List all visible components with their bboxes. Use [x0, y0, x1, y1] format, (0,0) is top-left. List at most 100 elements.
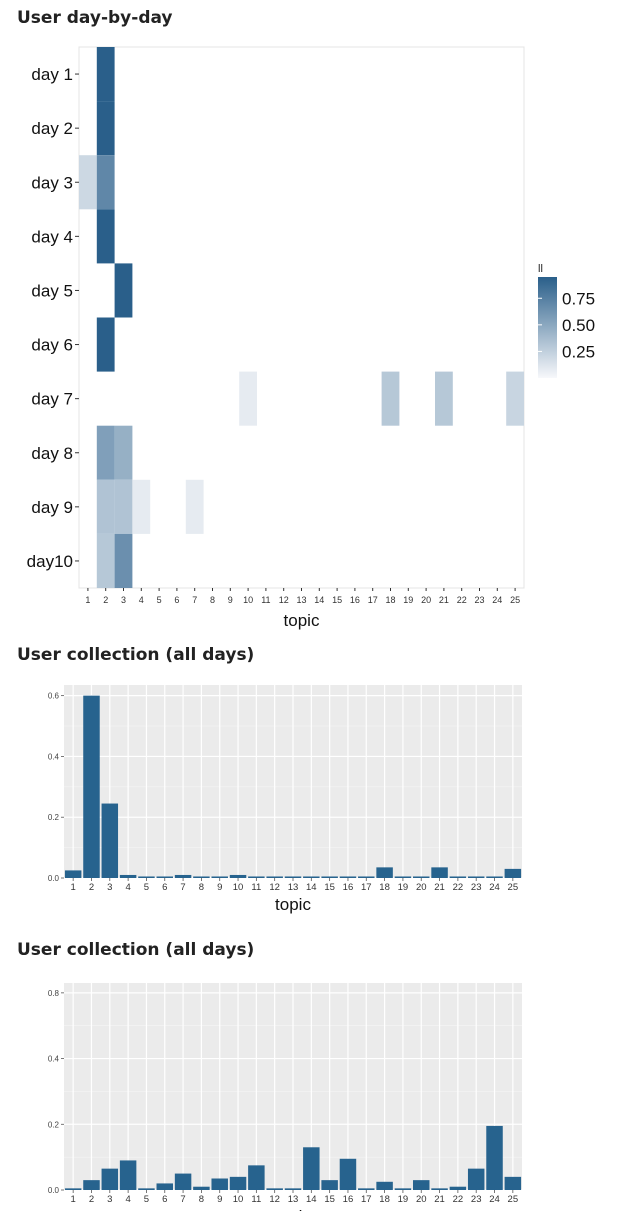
bar: [449, 876, 467, 878]
bar-x-label: 23: [471, 1194, 482, 1205]
bar-x-label: 21: [434, 1194, 445, 1205]
heatmap-cell: [79, 155, 97, 210]
bar-x-label: 17: [361, 1194, 372, 1205]
heatmap-x-label: 5: [157, 595, 162, 605]
bar-x-label: 20: [416, 1194, 427, 1205]
heatmap-x-label: 23: [474, 595, 484, 605]
bar-x-label: 1: [71, 1194, 76, 1205]
heatmap-y-label: day 1: [31, 65, 73, 84]
bar-x-label: 18: [379, 1194, 390, 1205]
bar-x-label: 4: [125, 1194, 130, 1205]
bar: [266, 876, 283, 878]
heatmap-x-axis-title: topic: [284, 611, 320, 630]
bar: [486, 876, 503, 878]
bar-x-label: 13: [288, 1194, 299, 1205]
heatmap-x-label: 9: [228, 595, 233, 605]
bar: [284, 1188, 302, 1190]
bar-x-label: 5: [144, 1194, 149, 1205]
bar-x-label: 21: [434, 882, 445, 893]
bar: [431, 867, 448, 878]
bar-y-label: 0.2: [48, 813, 60, 822]
heatmap-x-label: 12: [279, 595, 289, 605]
heatmap-x-label: 19: [403, 595, 413, 605]
bar-x-label: 2: [89, 882, 94, 893]
heatmap-x-label: 24: [492, 595, 502, 605]
bar-x-label: 14: [306, 882, 317, 893]
bar-x-label: 25: [508, 882, 519, 893]
heatmap-cell: [185, 479, 204, 534]
heatmap-cell: [132, 479, 151, 534]
bar-x-axis-title: topic: [275, 895, 311, 914]
heatmap-y-label: day10: [27, 552, 73, 571]
bar-x-label: 19: [398, 1194, 409, 1205]
bar-x-label: 16: [343, 882, 354, 893]
legend-title: ll: [538, 263, 543, 275]
heatmap-chart: day 1 day 2 day 3 day 4 day 5 day 6 day 7 day 8…: [27, 46, 595, 630]
bar: [376, 867, 393, 878]
bar: [64, 870, 82, 878]
heatmap-y-label: day 9: [31, 498, 73, 517]
heatmap-y-label: day 3: [31, 173, 73, 192]
bar: [64, 1188, 82, 1190]
heatmap-cell: [96, 533, 115, 588]
bar: [156, 1183, 174, 1190]
heatmap-x-label: 7: [192, 595, 197, 605]
bar: [229, 874, 247, 878]
heatmap-x-label: 20: [421, 595, 431, 605]
bar-x-label: 16: [343, 1194, 354, 1205]
bar: [266, 1188, 283, 1190]
bar: [229, 1176, 247, 1190]
heatmap-cell: [96, 209, 115, 264]
heatmap-cell: [114, 479, 133, 534]
heatmap-x-label: 25: [510, 595, 520, 605]
heatmap-x-label: 4: [139, 595, 144, 605]
bar: [303, 876, 320, 878]
bar-x-label: 1: [71, 882, 76, 893]
heatmap-x-label: 6: [174, 595, 179, 605]
bar-x-label: 15: [324, 882, 335, 893]
bar-x-label: 11: [251, 882, 261, 893]
heatmap-cell: [96, 425, 115, 480]
bar-x-label: 4: [125, 882, 130, 893]
bar: [467, 1168, 485, 1190]
heatmap-y-label: day 6: [31, 336, 73, 355]
bar: [321, 876, 338, 878]
bar-y-label: 0.8: [48, 989, 60, 998]
bar-x-label: 3: [107, 882, 112, 893]
bar: [156, 876, 174, 878]
heatmap-cell: [96, 155, 115, 210]
heatmap-cell: [435, 371, 453, 426]
legend-tick-label: 0.75: [562, 289, 595, 308]
heatmap-cell: [114, 425, 133, 480]
bar: [321, 1180, 338, 1190]
heatmap-y-label: day 8: [31, 444, 73, 463]
bar-x-label: 15: [324, 1194, 335, 1205]
bar: [284, 876, 302, 878]
bar-chart-2: 0.80.40.20.01 2 3 4 5 6 7 8 9 10 11 12 13 14 15 16 17 18 1…: [48, 983, 522, 1211]
heatmap-x-label: 13: [296, 595, 306, 605]
heatmap-cell: [96, 101, 115, 156]
legend-colorbar: [538, 277, 557, 378]
bar-x-label: 20: [416, 882, 427, 893]
bar: [303, 1147, 320, 1190]
bar-x-label: 12: [269, 882, 280, 893]
bar-x-label: 9: [217, 1194, 222, 1205]
bar-x-label: 2: [89, 1194, 94, 1205]
bar: [101, 803, 119, 878]
bar: [138, 1188, 155, 1190]
bar-x-label: 6: [162, 882, 167, 893]
bar-x-label: 9: [217, 882, 222, 893]
bar: [174, 1173, 192, 1190]
heatmap-x-label: 8: [210, 595, 215, 605]
bar-x-label: 10: [233, 1194, 244, 1205]
heatmap-cell: [114, 263, 133, 318]
bar: [101, 1168, 119, 1190]
bar-x-label: 22: [453, 882, 464, 893]
bar: [358, 876, 375, 878]
bar-x-label: 18: [379, 882, 390, 893]
bar-x-label: 23: [471, 882, 482, 893]
bar-y-label: 0.2: [48, 1120, 60, 1129]
legend-tick-label: 0.25: [562, 342, 595, 361]
bar: [339, 876, 357, 878]
heatmap-y-label: day 5: [31, 281, 73, 300]
